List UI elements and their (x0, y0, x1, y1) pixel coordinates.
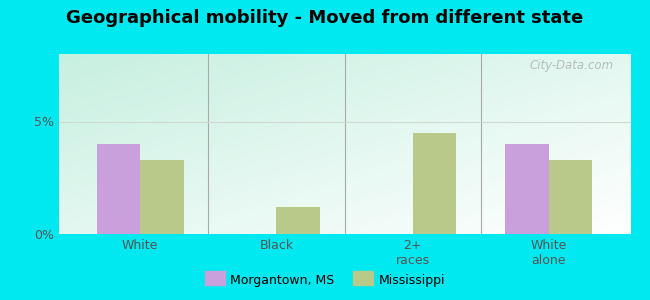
Bar (97, 144, 140, 234)
Bar (276, 207, 320, 234)
Bar (413, 133, 456, 234)
Bar (140, 160, 184, 234)
Text: Geographical mobility - Moved from different state: Geographical mobility - Moved from diffe… (66, 9, 584, 27)
Bar (549, 160, 592, 234)
Text: City-Data.com: City-Data.com (529, 59, 614, 72)
Legend: Morgantown, MS, Mississippi: Morgantown, MS, Mississippi (202, 270, 448, 291)
Bar (505, 144, 549, 234)
